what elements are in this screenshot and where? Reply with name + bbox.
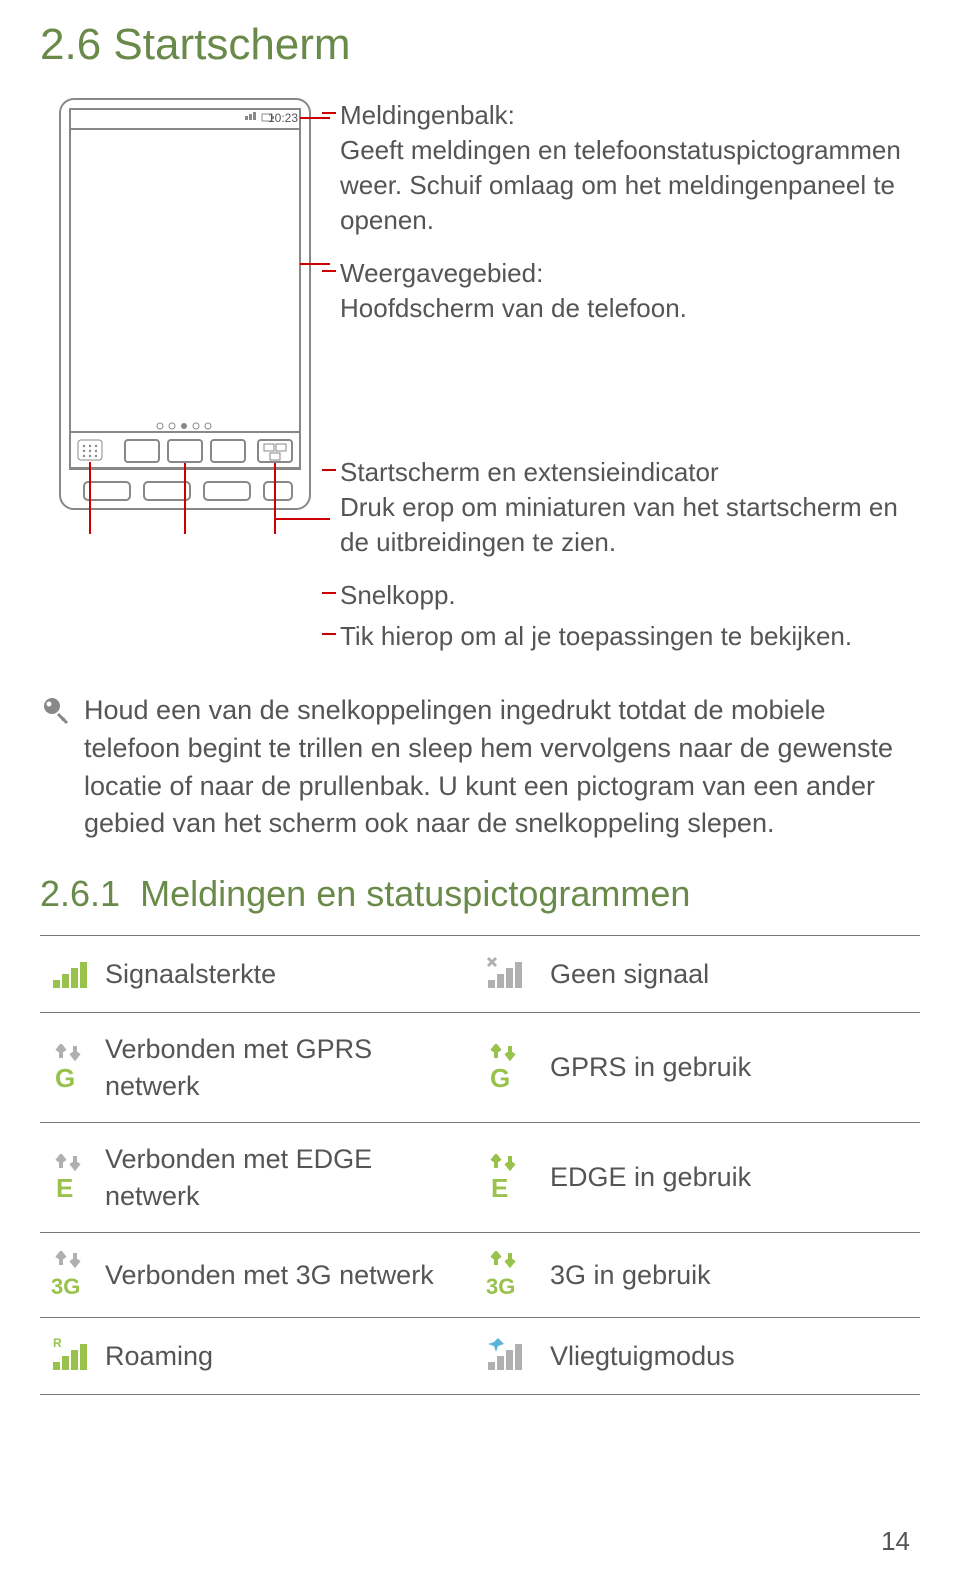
tip-icon (40, 696, 70, 726)
callout-title: Startscherm en extensieindicator (340, 457, 719, 487)
icon-label: Roaming (105, 1338, 475, 1374)
section-title: Startscherm (113, 20, 350, 69)
svg-text:E: E (491, 1173, 508, 1202)
callout-title: Weergavegebied: (340, 258, 543, 288)
airplane-icon (475, 1336, 540, 1376)
table-row: E Verbonden met EDGE netwerk E EDGE in g… (40, 1122, 920, 1232)
callout-notification-bar: Meldingenbalk: Geeft meldingen en telefo… (340, 98, 920, 238)
3g-connected-icon: 3G (40, 1251, 105, 1299)
icon-label: Verbonden met EDGE netwerk (105, 1141, 475, 1214)
svg-text:G: G (490, 1063, 510, 1092)
svg-text:3G: 3G (486, 1274, 515, 1299)
icon-label: EDGE in gebruik (540, 1159, 920, 1195)
section-heading: 2.6 Startscherm (40, 20, 920, 70)
apps-button-icon (78, 440, 102, 460)
svg-text:E: E (56, 1173, 73, 1202)
table-row: G Verbonden met GPRS netwerk G GPRS in g… (40, 1012, 920, 1122)
section-number: 2.6 (40, 20, 101, 69)
no-signal-icon (475, 954, 540, 994)
callouts-column: Meldingenbalk: Geeft meldingen en telefo… (330, 94, 920, 672)
edge-inuse-icon: E (475, 1154, 540, 1202)
icon-label: GPRS in gebruik (540, 1049, 920, 1085)
icon-label: 3G in gebruik (540, 1257, 920, 1293)
callout-body: Geeft meldingen en telefoonstatuspictogr… (340, 135, 901, 235)
phone-mockup: 10:23 (40, 94, 330, 539)
icon-label: Vliegtuigmodus (540, 1338, 920, 1374)
callout-extension-indicator: Startscherm en extensieindicator Druk er… (340, 455, 920, 560)
icon-label: Verbonden met 3G netwerk (105, 1257, 475, 1293)
svg-text:R: R (53, 1336, 62, 1350)
callout-apps: Tik hierop om al je toepassingen te beki… (340, 619, 920, 654)
tip-row: Houd een van de snelkoppelingen ingedruk… (40, 692, 920, 843)
callout-body: Hoofdscherm van de telefoon. (340, 293, 687, 323)
callout-body: Druk erop om miniaturen van het startsch… (340, 492, 898, 557)
tip-text: Houd een van de snelkoppelingen ingedruk… (84, 692, 920, 843)
gprs-inuse-icon: G (475, 1044, 540, 1092)
table-row: 3G Verbonden met 3G netwerk 3G 3G in geb… (40, 1232, 920, 1317)
icon-label: Signaalsterkte (105, 956, 475, 992)
subsection-number: 2.6.1 (40, 873, 120, 914)
callout-body: Tik hierop om al je toepassingen te beki… (340, 621, 852, 651)
subsection-heading: 2.6.1 Meldingen en statuspictogrammen (40, 873, 920, 915)
icon-table: Signaalsterkte Geen signaal G Verbonden … (40, 935, 920, 1395)
svg-text:G: G (55, 1063, 75, 1092)
icon-label: Verbonden met GPRS netwerk (105, 1031, 475, 1104)
callout-title: Meldingenbalk: (340, 100, 515, 130)
table-row: R Roaming Vliegtuigmodus (40, 1317, 920, 1395)
signal-icon (40, 954, 105, 994)
svg-text:3G: 3G (51, 1274, 80, 1299)
callout-shortcut: Snelkopp. (340, 578, 920, 613)
diagram-area: 10:23 (40, 94, 920, 672)
gprs-connected-icon: G (40, 1044, 105, 1092)
subsection-title: Meldingen en statuspictogrammen (140, 873, 690, 914)
table-row: Signaalsterkte Geen signaal (40, 935, 920, 1012)
edge-connected-icon: E (40, 1154, 105, 1202)
status-time: 10:23 (268, 111, 298, 125)
callout-title: Snelkopp. (340, 580, 456, 610)
3g-inuse-icon: 3G (475, 1251, 540, 1299)
page-number: 14 (881, 1526, 910, 1557)
roaming-icon: R (40, 1336, 105, 1376)
callout-display-area: Weergavegebied: Hoofdscherm van de telef… (340, 256, 920, 326)
icon-label: Geen signaal (540, 956, 920, 992)
